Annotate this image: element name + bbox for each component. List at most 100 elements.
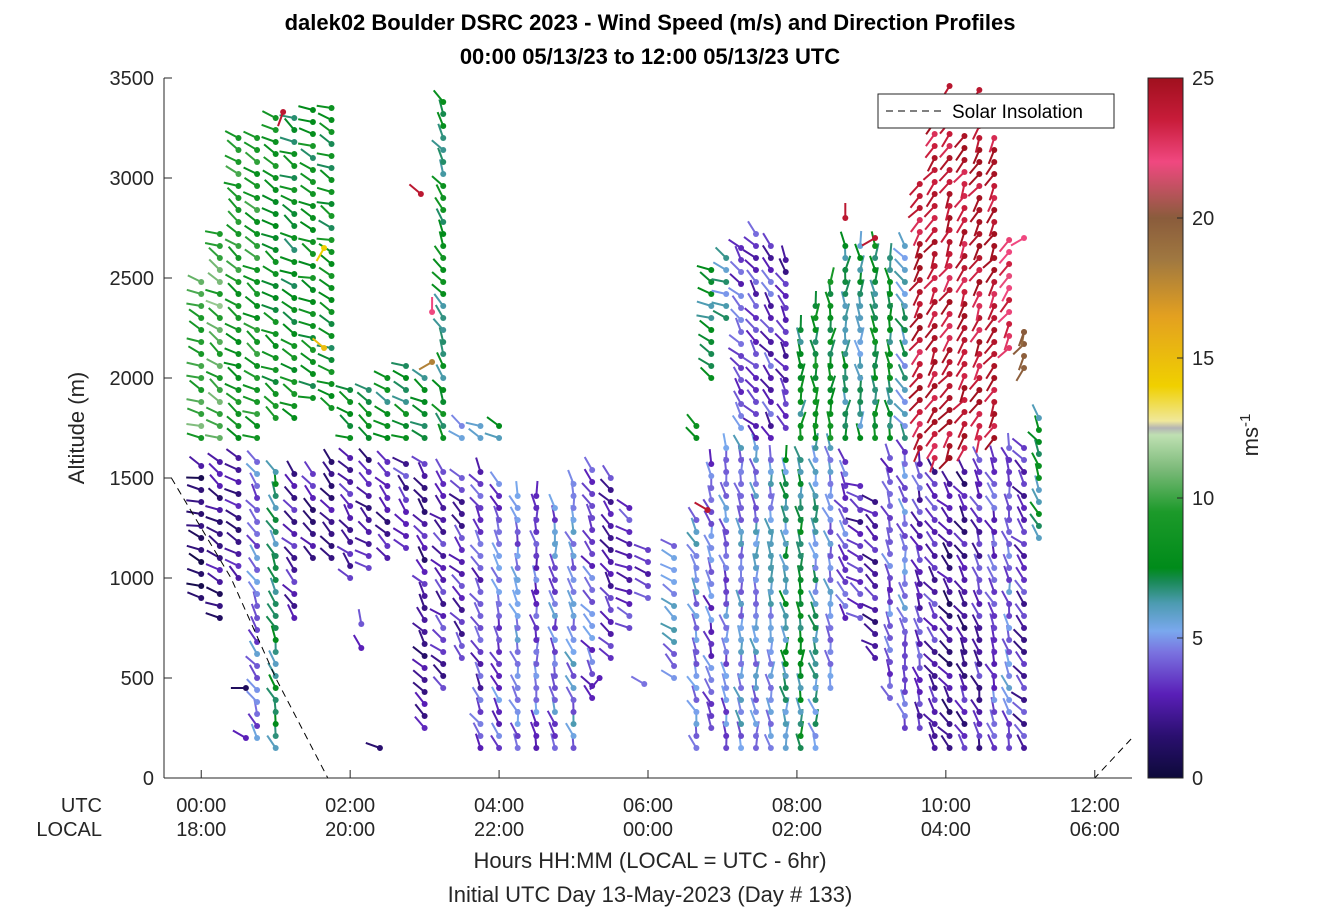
wind-barb-dot [842, 387, 849, 393]
wind-barb-dot [991, 481, 998, 487]
wind-barb [300, 148, 316, 161]
wind-barb-dot [272, 211, 279, 217]
wind-barb-dot [946, 637, 953, 643]
wind-barb-dot [797, 411, 804, 417]
wind-barb-dot [961, 145, 968, 151]
wind-barb [583, 540, 596, 557]
wind-barb [474, 577, 484, 595]
wind-barb-dot [723, 315, 730, 321]
wind-barb-dot [961, 697, 968, 703]
wind-barb-dot [254, 135, 261, 141]
legend-label: Solar Insolation [952, 102, 1083, 123]
wind-barb-dot [321, 245, 328, 251]
wind-barb-dot [1021, 445, 1028, 451]
wind-barb-dot [931, 443, 938, 449]
wind-barb-dot [254, 435, 261, 441]
wind-barb-dot [570, 733, 577, 739]
wind-barb-dot [328, 495, 335, 501]
wind-barb-dot [961, 229, 968, 235]
wind-barb-dot [812, 315, 819, 321]
wind-barb-dot [797, 589, 804, 595]
wind-barb-dot [570, 637, 577, 643]
wind-barb-dot [570, 613, 577, 619]
wind-barb-dot [857, 351, 864, 357]
wind-barb-dot [991, 745, 998, 751]
x-tick-label-local: 22:00 [474, 819, 524, 841]
wind-barb-dot [752, 697, 759, 703]
wind-barb [450, 414, 465, 429]
wind-barb-dot [403, 485, 409, 491]
wind-barb [261, 375, 279, 385]
wind-barb-dot [976, 601, 983, 607]
wind-barb-dot [961, 277, 968, 283]
wind-barb-dot [403, 387, 409, 393]
wind-barb [412, 669, 428, 683]
wind-barb-dot [827, 423, 834, 429]
wind-barb [224, 475, 242, 485]
wind-barb-dot [551, 745, 558, 751]
wind-barb-dot [254, 231, 261, 237]
wind-barb [411, 404, 428, 417]
wind-barb [207, 452, 223, 465]
wind-barb [548, 493, 558, 511]
wind-barb-dot [589, 515, 596, 521]
wind-barb-dot [254, 327, 261, 333]
wind-barb-dot [901, 279, 908, 285]
wind-barb-dot [309, 383, 316, 389]
wind-barb-dot [254, 627, 261, 633]
wind-barb-dot [421, 521, 428, 527]
wind-barb-dot [626, 529, 633, 535]
wind-barb [663, 605, 678, 621]
wind-barb-dot [812, 685, 819, 691]
wind-barb-dot [272, 367, 279, 373]
wind-barb [409, 420, 428, 429]
wind-barb-dot [767, 387, 774, 393]
wind-barb [281, 348, 298, 361]
wind-barb-dot [752, 423, 759, 429]
wind-barb [224, 382, 242, 393]
wind-barb-dot [403, 461, 409, 467]
wind-barb-dot [440, 613, 447, 619]
wind-barb [470, 639, 484, 655]
wind-barb [566, 625, 577, 643]
wind-barb [187, 529, 205, 541]
wind-barb [186, 374, 205, 381]
wind-barb [186, 475, 205, 481]
wind-barb [318, 219, 335, 231]
wind-barb-dot [1021, 469, 1028, 475]
wind-barb-dot [857, 423, 864, 429]
wind-barb [244, 224, 261, 237]
wind-barb [435, 184, 447, 201]
wind-barb-dot [496, 505, 503, 511]
wind-barb-dot [328, 309, 335, 315]
wind-barb [279, 269, 298, 277]
wind-barb [604, 571, 614, 589]
wind-barb-dot [976, 517, 983, 523]
wind-barb [285, 568, 298, 585]
x-tick-label-local: 04:00 [921, 819, 971, 841]
wind-barb-dot [421, 533, 428, 539]
wind-barb-dot [291, 187, 298, 193]
wind-barb [223, 181, 242, 189]
wind-barb-dot [1006, 445, 1013, 451]
wind-barb [397, 474, 409, 491]
wind-barb-dot [291, 367, 298, 373]
wind-barb [411, 455, 428, 467]
wind-barb-dot [421, 399, 428, 405]
wind-barb [246, 570, 261, 585]
wind-barb-dot [1006, 685, 1013, 691]
wind-barb-dot [797, 423, 804, 429]
wind-barb [244, 356, 261, 369]
wind-barb-dot [607, 643, 614, 649]
wind-barb-dot [309, 227, 316, 233]
wind-barb [186, 544, 205, 553]
wind-barb-dot [976, 339, 983, 345]
wind-barb-dot [738, 673, 745, 679]
wind-barb-dot [916, 617, 923, 623]
wind-barb-dot [1006, 273, 1013, 279]
wind-barb-dot [272, 649, 279, 655]
wind-barb-dot [514, 589, 521, 595]
wind-barb [581, 482, 596, 497]
wind-barb-dot [693, 435, 700, 441]
wind-barb [586, 647, 596, 665]
